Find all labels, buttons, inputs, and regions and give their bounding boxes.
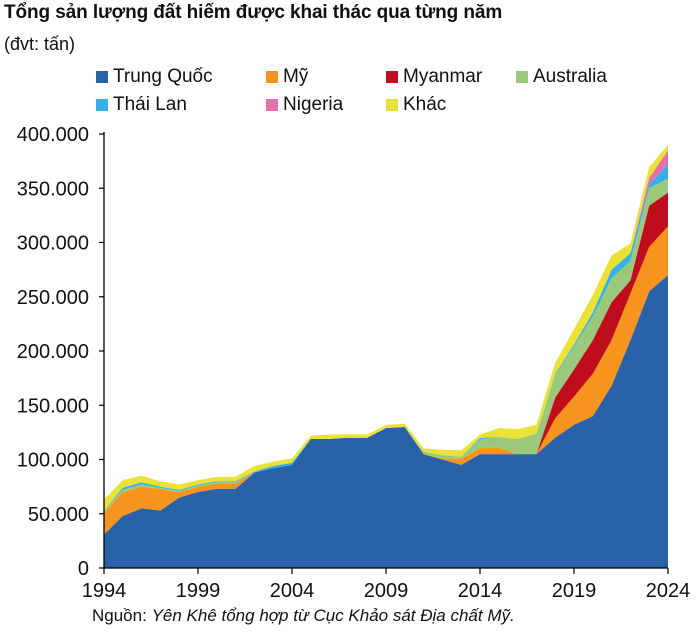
legend-swatch [386, 99, 398, 111]
legend-item: Mỹ [266, 66, 308, 88]
legend-label: Nigeria [283, 94, 344, 115]
legend-swatch [96, 99, 108, 111]
source-label: Nguồn: [92, 606, 147, 625]
series-1-area [104, 275, 668, 568]
y-tick-label: 150.000 [17, 395, 89, 417]
legend-item: Thái Lan [96, 94, 187, 116]
x-tick-label: 2014 [458, 580, 503, 602]
legend-swatch [266, 99, 278, 111]
legend-swatch [96, 71, 108, 83]
x-tick-label: 1999 [176, 580, 221, 602]
source-text: Yên Khê tổng hợp từ Cục Khảo sát Địa chấ… [151, 606, 515, 625]
legend-label: Khác [403, 94, 447, 115]
series-2-area [104, 226, 668, 535]
legend-label: Myanmar [403, 66, 483, 87]
y-tick-label: 0 [78, 558, 89, 580]
chart-legend: Trung Quốc Mỹ Myanmar Australia Thái Lan Nige… [96, 66, 656, 124]
x-tick-label: 2004 [270, 580, 315, 602]
legend-label: Trung Quốc [113, 66, 213, 87]
legend-swatch [386, 71, 398, 83]
legend-label: Thái Lan [113, 94, 187, 115]
y-tick-label: 50.000 [28, 504, 89, 526]
x-tick-label: 2019 [552, 580, 597, 602]
legend-item: Khác [386, 94, 446, 116]
y-tick-label: 100.000 [17, 450, 89, 472]
y-tick-label: 200.000 [17, 341, 89, 363]
y-tick-label: 250.000 [17, 287, 89, 309]
y-tick-label: 350.000 [17, 178, 89, 200]
legend-label: Mỹ [283, 66, 309, 87]
legend-swatch [266, 71, 278, 83]
x-tick-label: 2024 [646, 580, 691, 602]
legend-swatch [516, 71, 528, 83]
chart-title: Tổng sản lượng đất hiếm được khai thác q… [4, 2, 503, 23]
x-tick-label: 1994 [82, 580, 127, 602]
y-tick-label: 300.000 [17, 233, 89, 255]
source-note: Nguồn: Yên Khê tổng hợp từ Cục Khảo sát … [92, 606, 515, 626]
y-tick-label: 400.000 [17, 124, 89, 146]
legend-item: Trung Quốc [96, 66, 213, 88]
chart-subtitle: (đvt: tấn) [4, 34, 76, 54]
legend-item: Myanmar [386, 66, 482, 88]
legend-item: Nigeria [266, 94, 343, 116]
x-tick-label: 2009 [364, 580, 409, 602]
legend-label: Australia [533, 66, 607, 87]
legend-item: Australia [516, 66, 607, 88]
